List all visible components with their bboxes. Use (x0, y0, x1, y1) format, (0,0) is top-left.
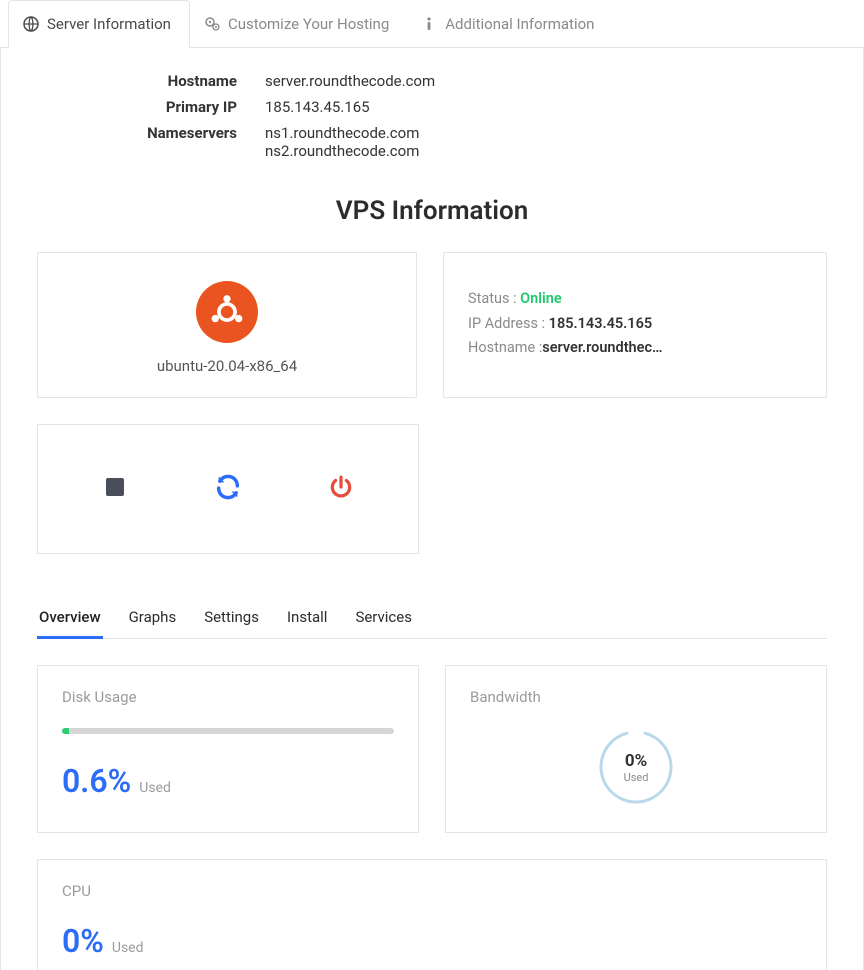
ip-line: IP Address : 185.143.45.165 (468, 312, 802, 337)
tab-additional-information[interactable]: Additional Information (407, 0, 612, 47)
nameservers-value: ns1.roundthecode.com ns2.roundthecode.co… (265, 124, 585, 160)
status-value: Online (520, 290, 562, 307)
host-line: Hostname :server.roundthec… (468, 336, 802, 361)
stop-button[interactable] (93, 467, 137, 511)
bandwidth-title: Bandwidth (470, 688, 802, 706)
server-info-table: Hostname server.roundthecode.com Primary… (37, 72, 827, 160)
disk-title: Disk Usage (62, 688, 394, 706)
disk-usage-card: Disk Usage 0.6% Used (37, 665, 419, 833)
subtab-services[interactable]: Services (353, 598, 414, 638)
panel-content: Hostname server.roundthecode.com Primary… (0, 48, 864, 970)
refresh-icon (214, 473, 242, 505)
hostname-value: server.roundthecode.com (265, 72, 585, 90)
ip-value: 185.143.45.165 (549, 315, 652, 332)
globe-icon (23, 16, 39, 32)
status-label: Status : (468, 290, 520, 307)
cpu-used-label: Used (112, 940, 144, 956)
vps-cards-row: ubuntu-20.04-x86_64 Status : Online IP A… (37, 252, 827, 398)
bandwidth-donut: 0% Used (597, 728, 675, 806)
power-button[interactable] (319, 467, 363, 511)
ip-label: IP Address : (468, 315, 549, 332)
ubuntu-icon (196, 281, 258, 343)
tab-label: Additional Information (445, 15, 594, 33)
os-card: ubuntu-20.04-x86_64 (37, 252, 417, 398)
host-label: Hostname : (468, 339, 542, 356)
nameservers-label: Nameservers (37, 124, 237, 160)
cpu-card: CPU 0% Used (37, 859, 827, 970)
host-value: server.roundthec… (542, 339, 662, 356)
cogs-icon (204, 16, 220, 32)
ns2: ns2.roundthecode.com (265, 142, 585, 160)
ns1: ns1.roundthecode.com (265, 124, 585, 142)
primary-ip-label: Primary IP (37, 98, 237, 116)
tab-server-information[interactable]: Server Information (8, 0, 190, 48)
info-icon (421, 16, 437, 32)
tab-label: Customize Your Hosting (228, 15, 389, 33)
status-card: Status : Online IP Address : 185.143.45.… (443, 252, 827, 398)
top-tabs: Server Information Customize Your Hostin… (0, 0, 864, 48)
bandwidth-used-label: Used (624, 771, 649, 784)
subtab-graphs[interactable]: Graphs (127, 598, 179, 638)
bandwidth-percent: 0% (625, 751, 647, 771)
subtab-install[interactable]: Install (285, 598, 329, 638)
power-icon (328, 474, 354, 504)
disk-percent: 0.6% (62, 762, 131, 800)
tab-label: Server Information (47, 15, 171, 33)
restart-button[interactable] (206, 467, 250, 511)
bandwidth-card: Bandwidth 0% Used (445, 665, 827, 833)
metrics-row: Disk Usage 0.6% Used Bandwidth 0% Used (37, 665, 827, 833)
disk-usage-bar (62, 728, 394, 734)
primary-ip-value: 185.143.45.165 (265, 98, 585, 116)
status-line: Status : Online (468, 287, 802, 312)
disk-used-label: Used (139, 780, 171, 796)
tab-customize-hosting[interactable]: Customize Your Hosting (190, 0, 407, 47)
disk-usage-bar-fill (62, 728, 69, 734)
power-controls-card (37, 424, 419, 554)
cpu-percent: 0% (62, 922, 104, 960)
vps-subtabs: Overview Graphs Settings Install Service… (37, 598, 827, 639)
hostname-label: Hostname (37, 72, 237, 90)
cpu-title: CPU (62, 882, 802, 900)
subtab-settings[interactable]: Settings (202, 598, 261, 638)
vps-info-title: VPS Information (37, 196, 827, 226)
os-name: ubuntu-20.04-x86_64 (60, 357, 394, 375)
subtab-overview[interactable]: Overview (37, 598, 103, 639)
stop-icon (103, 475, 127, 503)
